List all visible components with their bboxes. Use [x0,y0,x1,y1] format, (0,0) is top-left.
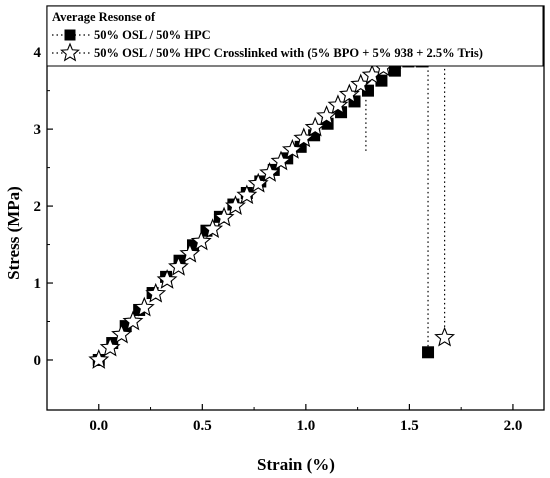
legend-marker-2 [60,42,80,62]
x-tick-label: 1.0 [296,418,315,434]
data-point-square [422,346,435,359]
legend-box [46,5,544,67]
data-point-star [145,282,167,303]
x-tick-label: 0.5 [193,418,212,434]
y-tick-label: 1 [34,276,42,292]
plot-frame [46,5,545,411]
data-point-star [168,255,189,276]
data-point-star [434,326,456,347]
data-point-star [236,184,258,205]
data-point-star [304,116,326,137]
y-tick-label: 3 [34,122,42,138]
data-point-star [111,323,132,344]
data-point-star [202,218,224,239]
y-axis-ticks: 0 1 2 3 4 [34,45,53,369]
y-axis-title: Stress (MPa) [4,186,23,280]
data-point-star [99,336,121,357]
series-lines [365,32,446,353]
data-point-square [388,64,401,77]
legend-title: Average Resonse of [52,10,156,24]
legend-label-1: 50% OSL / 50% HPC [94,28,211,42]
data-point-star [316,105,337,125]
x-tick-label: 0.0 [89,418,108,434]
data-point-star [190,230,212,251]
data-point-star [270,150,292,171]
legend: Average Resonse of 50% OSL / 50% HPC 50%… [46,5,544,67]
data-point-star [156,268,178,289]
y-tick-label: 4 [34,45,42,61]
data-point-star [213,206,235,227]
x-axis-ticks: 0.0 0.5 1.0 1.5 2.0 [89,404,522,434]
series-markers [88,21,456,369]
y-tick-label: 0 [34,353,42,369]
x-tick-label: 1.5 [400,418,419,434]
data-point-star [122,310,144,331]
x-axis-title: Strain (%) [257,455,335,474]
legend-marker-1 [64,29,76,41]
y-tick-label: 2 [34,199,42,215]
data-point-star [133,296,155,317]
data-point-star [179,242,201,263]
x-tick-label: 2.0 [504,418,523,434]
data-point-star [281,138,303,159]
legend-label-2: 50% OSL / 50% HPC Crosslinked with (5% B… [94,46,483,60]
data-point-star [88,349,110,369]
data-point-star [259,162,281,182]
